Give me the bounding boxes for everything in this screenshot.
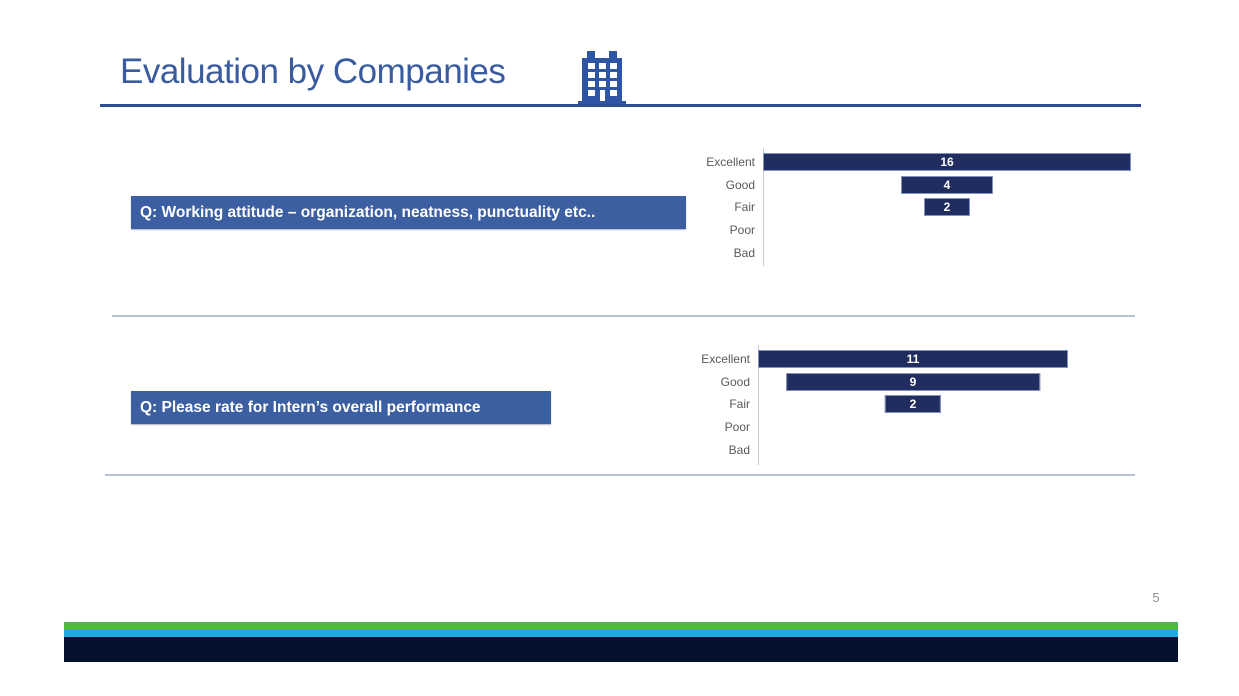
chart-working-attitude: Excellent 16 Good 4 Fair 2 Poor Bad — [687, 148, 1131, 266]
title-underline — [100, 104, 1141, 107]
chart-axis-line — [763, 148, 764, 266]
chart-row: Bad — [687, 241, 1131, 264]
bar-track: 4 — [763, 174, 1131, 197]
question-banner-working-attitude: Q: Working attitude – organization, neat… — [131, 196, 686, 229]
chart-axis-line — [758, 345, 759, 465]
slide-title: Evaluation by Companies — [120, 52, 506, 91]
bar-track: 2 — [758, 393, 1068, 416]
bar-value-label: 2 — [909, 397, 917, 412]
chart-row: Good 4 — [687, 174, 1131, 197]
bar-value-label: 4 — [943, 177, 951, 192]
bar-track — [763, 241, 1131, 264]
bar-track: 2 — [763, 196, 1131, 219]
category-label: Poor — [729, 223, 755, 238]
bar-track — [758, 438, 1068, 461]
bar-value-label: 11 — [906, 352, 920, 367]
bar: 2 — [924, 198, 970, 217]
bar: 9 — [786, 372, 1040, 391]
bar-value-label: 2 — [943, 200, 951, 215]
category-label: Bad — [728, 442, 750, 457]
chart-row: Excellent 11 — [682, 348, 1068, 371]
category-label: Excellent — [701, 352, 750, 367]
category-label: Good — [725, 177, 755, 192]
chart-row: Poor — [682, 416, 1068, 439]
category-label: Fair — [729, 397, 750, 412]
footer-stripe-navy — [64, 637, 1178, 662]
category-label: Bad — [733, 245, 755, 260]
footer-stripe-cyan — [64, 630, 1178, 637]
chart-row: Poor — [687, 219, 1131, 242]
bar-track: 16 — [763, 151, 1131, 174]
bar: 11 — [758, 350, 1068, 369]
category-label: Good — [720, 374, 750, 389]
chart-row: Excellent 16 — [687, 151, 1131, 174]
page-number: 5 — [1152, 590, 1160, 605]
chart-overall-performance: Excellent 11 Good 9 Fair 2 Poor Bad — [682, 345, 1068, 465]
footer-stripe-green — [64, 622, 1178, 630]
category-label: Excellent — [706, 155, 755, 170]
category-label: Fair — [734, 200, 755, 215]
section-divider — [105, 474, 1135, 476]
chart-row: Fair 2 — [687, 196, 1131, 219]
bar-value-label: 9 — [909, 374, 917, 389]
chart-row: Bad — [682, 438, 1068, 461]
section-divider — [112, 315, 1135, 317]
bar-track: 11 — [758, 348, 1068, 371]
bar: 4 — [901, 175, 993, 194]
question-banner-overall-performance: Q: Please rate for Intern’s overall perf… — [131, 391, 551, 424]
chart-row: Good 9 — [682, 371, 1068, 394]
bar: 2 — [884, 395, 942, 414]
bar: 16 — [763, 153, 1131, 172]
building-icon — [578, 51, 626, 107]
bar-value-label: 16 — [940, 155, 954, 170]
bar-track — [763, 219, 1131, 242]
bar-track: 9 — [758, 371, 1068, 394]
bar-track — [758, 416, 1068, 439]
category-label: Poor — [724, 420, 750, 435]
chart-row: Fair 2 — [682, 393, 1068, 416]
